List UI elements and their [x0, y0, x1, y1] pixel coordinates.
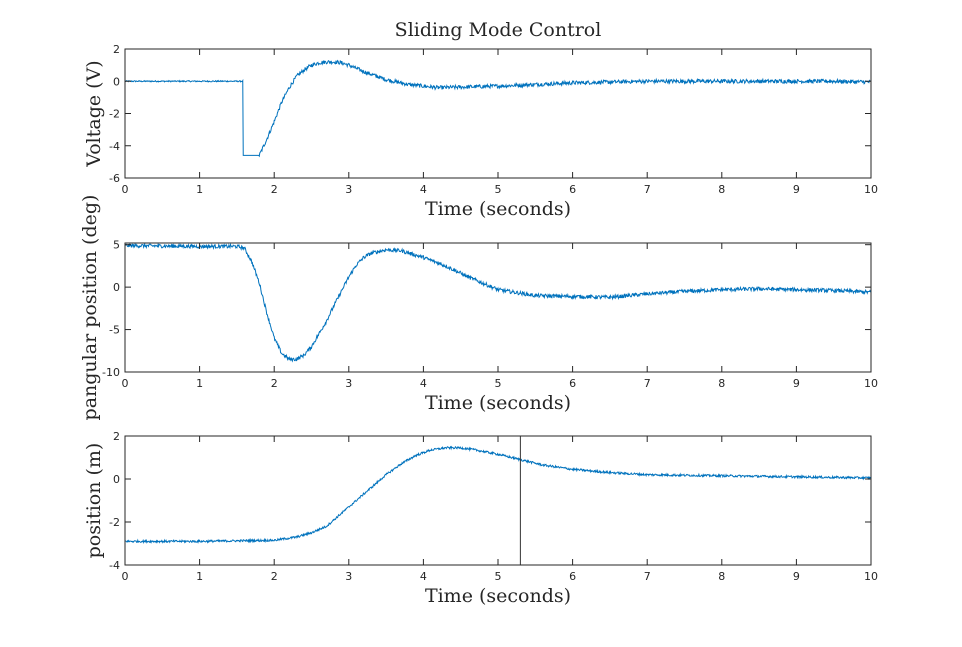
x-tick-label: 3: [345, 570, 352, 583]
x-axis-label: Time (seconds): [425, 198, 571, 220]
x-tick-label: 0: [122, 570, 129, 583]
y-tick-label: -6: [109, 172, 120, 185]
x-tick-label: 1: [196, 570, 203, 583]
x-tick-label: 6: [569, 377, 576, 390]
y-axis-label: position (m): [83, 443, 105, 559]
x-tick-label: 1: [196, 377, 203, 390]
y-tick-label: 2: [113, 430, 120, 443]
x-tick-label: 6: [569, 183, 576, 196]
x-tick-label: 9: [793, 183, 800, 196]
y-tick-label: -4: [109, 140, 120, 153]
subplot-3: 0 1 2 3 4 5 6 7 8 9 10 2 0 -2 -4 Time (seconds) position…: [83, 430, 878, 607]
x-tick-label: 9: [793, 570, 800, 583]
y-axis-label: pangular position (deg): [79, 195, 101, 421]
series-line: [125, 445, 871, 544]
y-tick-label: -2: [109, 108, 120, 121]
y-tick-label: 5: [113, 239, 120, 252]
x-tick-label: 8: [718, 377, 725, 390]
y-tick-label: -10: [102, 366, 120, 379]
subplot-2: 0 1 2 3 4 5 6 7 8 9 10 5 0 -5 -10 Time (seconds) pangula…: [79, 195, 878, 421]
y-tick-label: 0: [113, 75, 120, 88]
x-tick-label: 2: [271, 570, 278, 583]
x-tick-label: 0: [122, 183, 129, 196]
y-tick-label: -2: [109, 516, 120, 529]
x-tick-label: 8: [718, 183, 725, 196]
x-tick-label: 10: [864, 377, 878, 390]
x-tick-label: 4: [420, 183, 427, 196]
x-tick-label: 4: [420, 570, 427, 583]
y-tick-label: -5: [109, 324, 120, 337]
x-tick-label: 5: [495, 377, 502, 390]
x-tick-label: 2: [271, 183, 278, 196]
series-line: [125, 243, 871, 363]
x-tick-label: 1: [196, 183, 203, 196]
x-tick-label: 10: [864, 183, 878, 196]
x-tick-label: 3: [345, 377, 352, 390]
x-axis-label: Time (seconds): [425, 585, 571, 607]
x-tick-label: 5: [495, 570, 502, 583]
x-tick-label: 2: [271, 377, 278, 390]
y-tick-label: 2: [113, 43, 120, 56]
y-tick-label: -4: [109, 559, 120, 572]
x-axis-label: Time (seconds): [425, 392, 571, 414]
y-tick-label: 0: [113, 473, 120, 486]
y-tick-label: 0: [113, 281, 120, 294]
x-tick-label: 3: [345, 183, 352, 196]
x-tick-label: 5: [495, 183, 502, 196]
x-tick-label: 10: [864, 570, 878, 583]
x-tick-label: 8: [718, 570, 725, 583]
subplot-1: 0 1 2 3 4 5 6 7 8 9 10 2 0 -2 -4 -6 Time (seconds) Voltag…: [83, 43, 878, 220]
x-tick-label: 7: [644, 570, 651, 583]
x-tick-label: 9: [793, 377, 800, 390]
y-axis-label: Voltage (V): [83, 60, 105, 167]
x-tick-label: 0: [122, 377, 129, 390]
x-tick-label: 6: [569, 570, 576, 583]
x-tick-label: 4: [420, 377, 427, 390]
figure-title: Sliding Mode Control: [395, 19, 602, 41]
series-line: [125, 59, 871, 158]
x-tick-label: 7: [644, 183, 651, 196]
x-tick-label: 7: [644, 377, 651, 390]
